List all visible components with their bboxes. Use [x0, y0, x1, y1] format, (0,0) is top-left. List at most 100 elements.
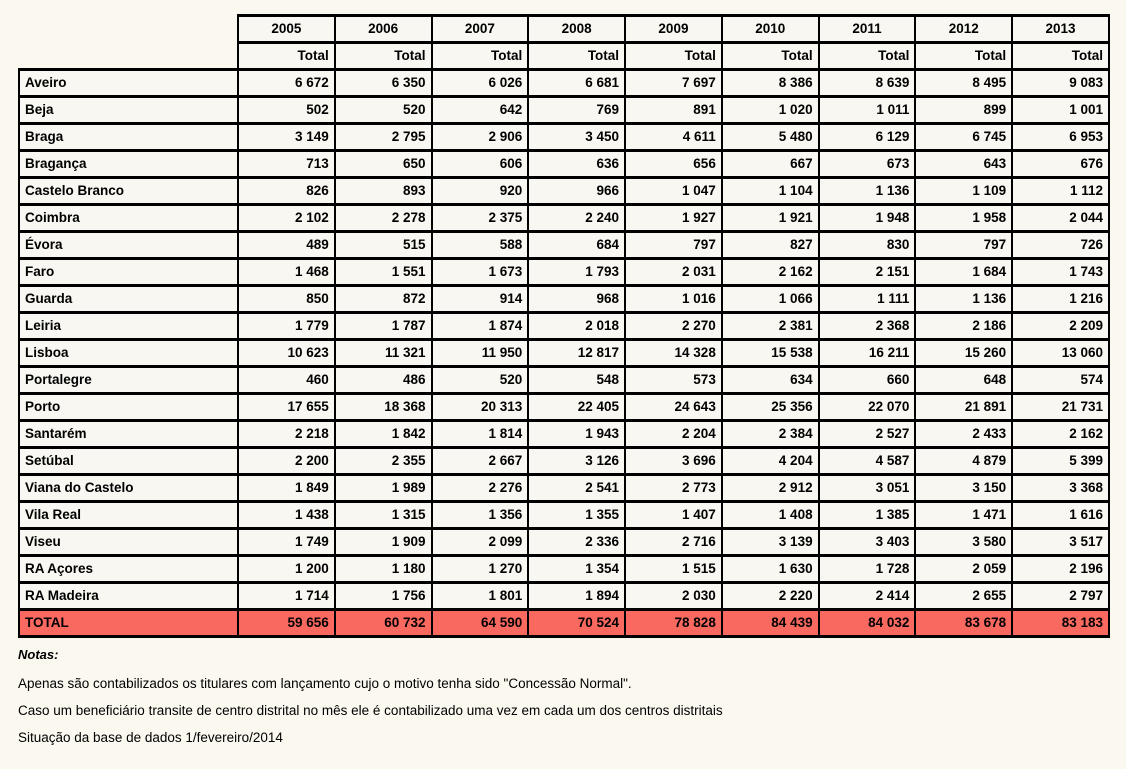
- district-name-cell: Aveiro: [18, 68, 239, 98]
- value-cell: 1 104: [720, 176, 820, 206]
- table-row: Setúbal 2 200 2 355 2 667 3 126 3 696 4 204 4 5…: [18, 446, 1110, 476]
- value-cell: 797: [624, 230, 723, 260]
- table-row: Viana do Castelo 1 849 1 989 2 276 2 541 2 77…: [18, 473, 1110, 503]
- value-cell: 2 336: [527, 527, 627, 557]
- value-cell: 1 989: [333, 473, 433, 503]
- page: 2005 2006 2007 2008 2009 2010 2011 2012 2013 Tot…: [18, 14, 1110, 745]
- value-cell: 2 527: [817, 419, 917, 449]
- value-cell: 515: [333, 230, 433, 260]
- value-cell: 914: [430, 284, 530, 314]
- value-cell: 8 495: [914, 68, 1014, 98]
- value-cell: 1 756: [333, 581, 433, 611]
- year-header-cell: 2013: [1011, 14, 1110, 44]
- value-cell: 8 386: [720, 68, 820, 98]
- value-cell: 634: [720, 365, 820, 395]
- value-cell: 24 643: [624, 392, 723, 422]
- value-cell: 827: [720, 230, 820, 260]
- value-cell: 17 655: [237, 392, 336, 422]
- value-cell: 1 407: [624, 500, 723, 530]
- value-cell: 15 260: [914, 338, 1014, 368]
- total-subheader-cell: Total: [1011, 41, 1110, 71]
- value-cell: 3 403: [817, 527, 917, 557]
- table-row: Porto 17 655 18 368 20 313 22 405 24 643 25 35…: [18, 392, 1110, 422]
- value-cell: 20 313: [430, 392, 530, 422]
- value-cell: 6 129: [817, 122, 917, 152]
- value-cell: 2 018: [527, 311, 627, 341]
- district-name-cell: Braga: [18, 122, 239, 152]
- total-subheader-cell: Total: [624, 41, 723, 71]
- value-cell: 1 180: [333, 554, 433, 584]
- value-cell: 1 109: [914, 176, 1014, 206]
- value-cell: 460: [237, 365, 336, 395]
- value-cell: 2 030: [624, 581, 723, 611]
- value-cell: 2 541: [527, 473, 627, 503]
- value-cell: 1 354: [527, 554, 627, 584]
- value-cell: 486: [333, 365, 433, 395]
- table-row: Faro 1 468 1 551 1 673 1 793 2 031 2 162 2 151 1…: [18, 257, 1110, 287]
- value-cell: 676: [1011, 149, 1110, 179]
- total-value-cell: 78 828: [624, 608, 723, 638]
- value-cell: 2 381: [720, 311, 820, 341]
- value-cell: 1 355: [527, 500, 627, 530]
- total-value-cell: 70 524: [527, 608, 627, 638]
- value-cell: 2 200: [237, 446, 336, 476]
- value-cell: 2 716: [624, 527, 723, 557]
- year-header-cell: 2009: [624, 14, 723, 44]
- value-cell: 6 953: [1011, 122, 1110, 152]
- value-cell: 1 921: [720, 203, 820, 233]
- table-row: Évora 489 515 588 684 797 827 830 797 726: [18, 230, 1110, 260]
- value-cell: 22 405: [527, 392, 627, 422]
- value-cell: 3 051: [817, 473, 917, 503]
- value-cell: 643: [914, 149, 1014, 179]
- total-value-cell: 84 032: [817, 608, 917, 638]
- value-cell: 18 368: [333, 392, 433, 422]
- total-value-cell: 83 183: [1011, 608, 1110, 638]
- value-cell: 1 515: [624, 554, 723, 584]
- value-cell: 1 616: [1011, 500, 1110, 530]
- value-cell: 3 450: [527, 122, 627, 152]
- value-cell: 1 894: [527, 581, 627, 611]
- value-cell: 25 356: [720, 392, 820, 422]
- year-header-cell: 2006: [333, 14, 433, 44]
- year-header-cell: 2011: [817, 14, 917, 44]
- value-cell: 920: [430, 176, 530, 206]
- value-cell: 2 240: [527, 203, 627, 233]
- value-cell: 1 001: [1011, 95, 1110, 125]
- value-cell: 1 743: [1011, 257, 1110, 287]
- value-cell: 826: [237, 176, 336, 206]
- value-cell: 1 315: [333, 500, 433, 530]
- value-cell: 1 385: [817, 500, 917, 530]
- table-row: Vila Real 1 438 1 315 1 356 1 355 1 407 1 408 1…: [18, 500, 1110, 530]
- value-cell: 1 111: [817, 284, 917, 314]
- value-cell: 2 384: [720, 419, 820, 449]
- value-cell: 1 728: [817, 554, 917, 584]
- value-cell: 3 149: [237, 122, 336, 152]
- table-row: Beja 502 520 642 769 891 1 020 1 011 899 1 001: [18, 95, 1110, 125]
- value-cell: 968: [527, 284, 627, 314]
- value-cell: 1 958: [914, 203, 1014, 233]
- year-header-cell: 2010: [720, 14, 820, 44]
- value-cell: 1 216: [1011, 284, 1110, 314]
- value-cell: 769: [527, 95, 627, 125]
- value-cell: 667: [720, 149, 820, 179]
- value-cell: 8 639: [817, 68, 917, 98]
- total-subheader-cell: Total: [237, 41, 336, 71]
- value-cell: 726: [1011, 230, 1110, 260]
- value-cell: 2 414: [817, 581, 917, 611]
- value-cell: 3 126: [527, 446, 627, 476]
- value-cell: 850: [237, 284, 336, 314]
- table-row: Viseu 1 749 1 909 2 099 2 336 2 716 3 139 3 403…: [18, 527, 1110, 557]
- value-cell: 2 368: [817, 311, 917, 341]
- value-cell: 12 817: [527, 338, 627, 368]
- value-cell: 1 112: [1011, 176, 1110, 206]
- value-cell: 1 943: [527, 419, 627, 449]
- table-row: Leiria 1 779 1 787 1 874 2 018 2 270 2 381 2 36…: [18, 311, 1110, 341]
- value-cell: 2 151: [817, 257, 917, 287]
- table-row: Portalegre 460 486 520 548 573 634 660 648 574: [18, 365, 1110, 395]
- value-cell: 1 909: [333, 527, 433, 557]
- district-name-cell: Castelo Branco: [18, 176, 239, 206]
- value-cell: 2 220: [720, 581, 820, 611]
- value-cell: 2 044: [1011, 203, 1110, 233]
- year-header-cell: 2007: [430, 14, 530, 44]
- value-cell: 1 787: [333, 311, 433, 341]
